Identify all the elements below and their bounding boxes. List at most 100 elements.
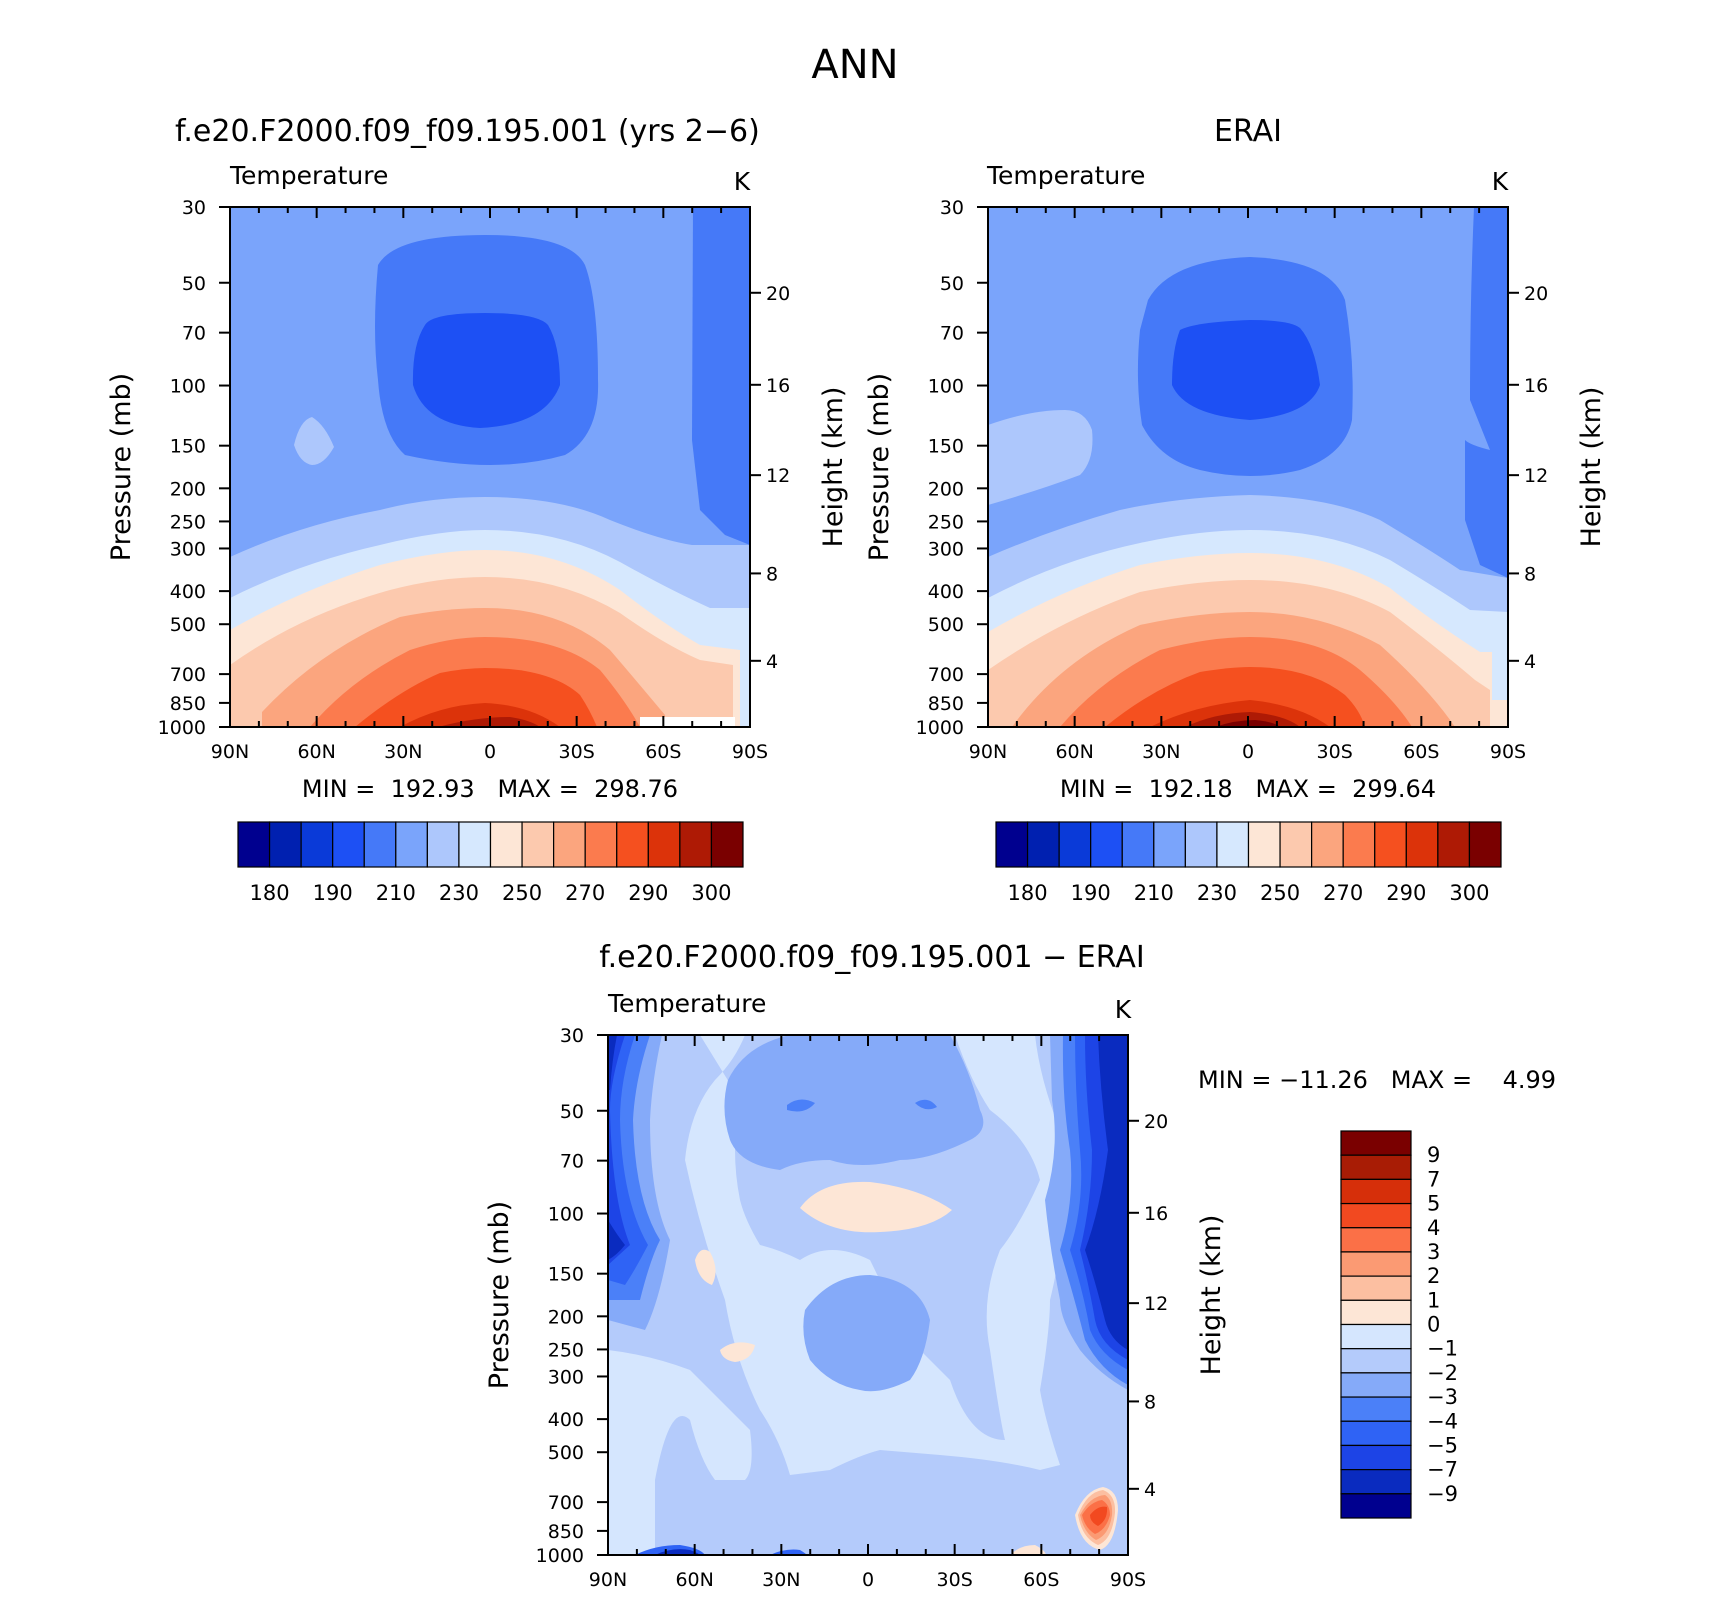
contour-field [230,207,750,727]
colorbar-swatch [1340,1420,1412,1447]
contour-band [692,207,750,545]
contour-band [1085,1035,1128,1350]
y-tick-label: 500 [548,1442,584,1464]
colorbar-swatch [679,821,713,868]
contour-band [608,1035,617,1090]
colorbar-swatch [995,821,1029,868]
contour-band [412,313,560,428]
y2-tick-label: 8 [1524,563,1536,585]
x-tick-label: 60N [675,1569,713,1591]
x-tick-label: 60S [1023,1569,1059,1591]
colorbar-swatch [1340,1227,1412,1253]
x-tick-label: 30S [1317,741,1353,763]
colorbar-label: 1 [1427,1288,1440,1312]
colorbar-swatch [553,821,586,868]
colorbar-swatch [1247,821,1281,868]
colorbar-label: −7 [1427,1458,1458,1482]
colorbar-swatch [1184,821,1218,868]
y-tick-label: 200 [170,478,206,500]
y-tick-label: 700 [928,664,964,686]
y-tick-label: 50 [560,1101,584,1123]
y-tick-label: 70 [560,1151,584,1173]
y2-tick-label: 20 [1144,1111,1168,1133]
x-tick-label: 60S [645,741,681,763]
y2-tick-label: 20 [1524,283,1548,305]
colorbar-label: 300 [691,881,731,905]
y-tick-label: 150 [548,1264,584,1286]
x-tick-label: 60N [297,741,335,763]
y-axis-label: Pressure (mb) [106,373,137,561]
colorbar-swatch [1340,1130,1412,1156]
x-tick-label: 0 [1242,741,1254,763]
colorbar-label: −2 [1427,1361,1458,1385]
colorbar-label: −5 [1427,1433,1458,1457]
colorbar-swatch [1437,821,1471,868]
y2-tick-label: 20 [766,283,790,305]
variable-label: Temperature [986,161,1145,190]
contour-band [803,1275,930,1392]
x-tick-label: 30N [384,741,422,763]
figure-title: ANN [811,42,898,88]
plot-axes: 90N 60N 30N 0 30S 60S 90S 30 50 70 100 150 200 250 300… [484,1025,1227,1591]
min-max-label: MIN = 192.18 MAX = 299.64 [1060,775,1436,803]
colorbar-label: 210 [1134,881,1174,905]
variable-label: Temperature [607,989,766,1018]
colorbar-swatch [1026,821,1060,868]
colorbar-label: −1 [1427,1337,1458,1361]
colorbar-model: 180 190 210 230 250 270 290 300 [237,821,744,905]
contour-band [724,1035,984,1170]
colorbar-label: 9 [1427,1143,1440,1167]
x-tick-label: 90S [1110,1569,1146,1591]
colorbar-label: 7 [1427,1167,1440,1191]
colorbar-label: 250 [502,881,542,905]
colorbar-label: 300 [1449,881,1489,905]
y-tick-label: 100 [548,1204,584,1226]
y-tick-label: 50 [182,273,206,295]
y-tick-label: 1000 [916,717,964,739]
colorbar-swatch [1340,1493,1412,1519]
panel-model: f.e20.F2000.f09_f09.195.001 (yrs 2−6) Te… [106,114,849,763]
x-tick-label: 90S [732,741,768,763]
contour-band [294,417,334,465]
colorbar-swatch [300,821,334,868]
y-tick-label: 850 [170,693,206,715]
y-tick-label: 400 [548,1409,584,1431]
colorbar-swatch [1121,821,1155,868]
x-tick-label: 90S [1490,741,1526,763]
units-label: K [734,167,751,196]
colorbar-swatch [332,821,365,868]
contour-band [720,1342,755,1362]
y2-tick-label: 8 [766,563,778,585]
x-tick-label: 60S [1403,741,1439,763]
y-tick-label: 30 [560,1025,584,1047]
panel-title: f.e20.F2000.f09_f09.195.001 − ERAI [599,940,1144,975]
panel-difference: f.e20.F2000.f09_f09.195.001 − ERAI Tempe… [484,940,1556,1591]
y-tick-label: 250 [170,511,206,533]
colorbar-swatch [1340,1202,1412,1229]
colorbar-label: −3 [1427,1385,1458,1409]
colorbar-swatch [1468,821,1502,868]
y-tick-label: 400 [928,581,964,603]
units-label: K [1115,995,1132,1024]
colorbar-swatch [616,821,649,868]
y2-tick-label: 16 [766,375,790,397]
y-tick-label: 400 [170,581,206,603]
colorbar-swatch [1340,1469,1412,1495]
contour-band [695,1249,716,1285]
contour-band [1172,320,1320,420]
colorbar-label: 290 [628,881,668,905]
plot-axes: 90N 60N 30N 0 30S 60S 90S 30 50 70 100 150 200 250 300… [864,197,1607,763]
colorbar-swatch [1340,1251,1412,1277]
colorbar-swatch [584,821,618,868]
y-tick-label: 100 [928,376,964,398]
y-tick-label: 30 [182,197,206,219]
contour-band [787,1099,815,1112]
plot-axes: 90N 60N 30N 0 30S 60S 90S 30 50 70 100 150 200 250 300… [106,197,849,763]
panel-title: ERAI [1214,114,1282,149]
colorbar-swatch [1340,1178,1412,1205]
colorbar-swatch [426,821,460,868]
y-tick-label: 500 [170,614,206,636]
colorbar-swatch [1340,1323,1412,1350]
y-tick-label: 250 [928,511,964,533]
x-tick-label: 90N [211,741,249,763]
